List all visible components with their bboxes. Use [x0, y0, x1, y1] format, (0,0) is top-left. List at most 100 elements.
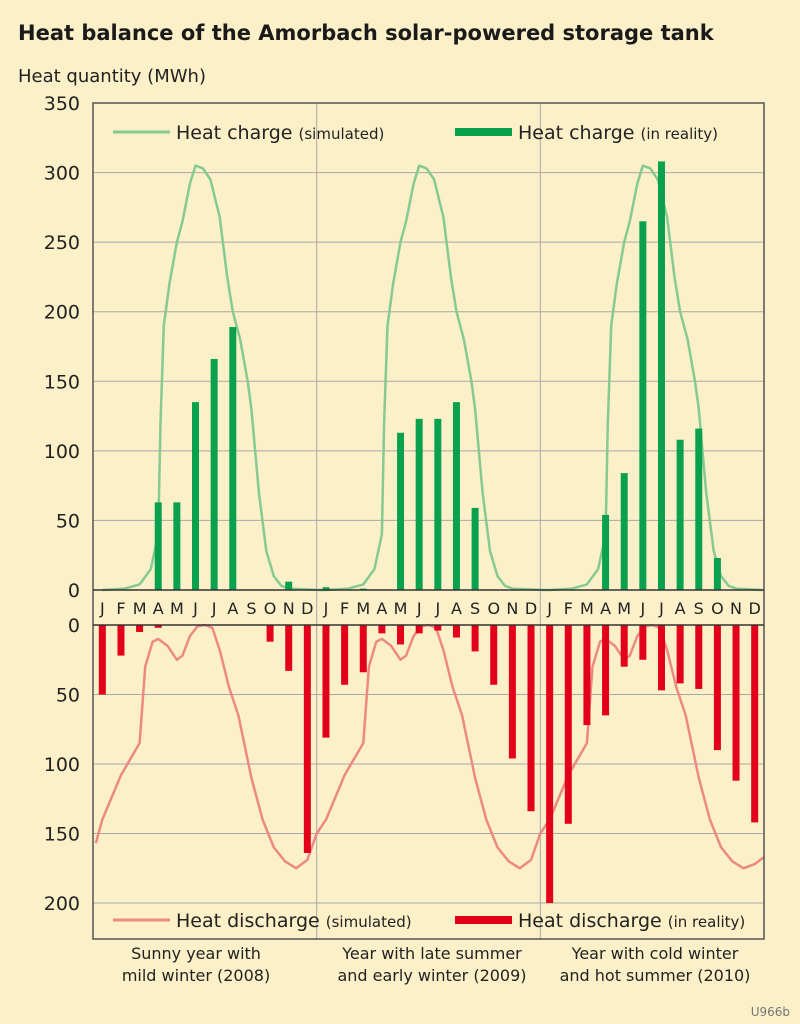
- charge-bar-7: [229, 327, 237, 590]
- charge-tick-0: 0: [68, 580, 80, 602]
- charge-bars: [154, 161, 721, 590]
- month-label-28: M: [617, 599, 631, 618]
- month-label-31: A: [675, 599, 686, 618]
- chart-title: Heat balance of the Amorbach solar-power…: [18, 21, 715, 45]
- discharge-bar-33: [713, 625, 721, 751]
- month-label-34: N: [730, 599, 742, 618]
- month-label-25: F: [564, 599, 573, 618]
- charge-bar-4: [173, 502, 181, 590]
- discharge-bar-23: [527, 625, 535, 812]
- discharge-bar-12: [322, 625, 330, 738]
- charge-bar-5: [192, 402, 200, 590]
- discharge-y-ticks: 0 50 100 150 200: [44, 615, 80, 915]
- month-label-33: O: [711, 599, 724, 618]
- charge-tick-1: 50: [56, 510, 80, 532]
- caption-2010-line2: and hot summer (2010): [560, 966, 751, 985]
- month-label-7: A: [227, 599, 238, 618]
- month-label-30: J: [658, 599, 664, 618]
- charge-bar-31: [676, 439, 684, 590]
- month-label-32: S: [694, 599, 704, 618]
- charge-bar-28: [620, 473, 628, 590]
- charge-bar-3: [154, 502, 162, 590]
- legend-discharge-simulated-label: Heat discharge (simulated): [176, 910, 412, 932]
- month-label-17: J: [416, 599, 422, 618]
- discharge-bar-21: [490, 625, 498, 685]
- charge-bar-12: [322, 587, 330, 590]
- month-label-1: F: [116, 599, 125, 618]
- caption-2010-line1: Year with cold winter: [571, 944, 739, 963]
- month-label-23: D: [525, 599, 537, 618]
- discharge-bar-14: [359, 625, 367, 673]
- charge-tick-5: 250: [44, 232, 80, 254]
- discharge-bars: [98, 625, 759, 903]
- charge-bar-30: [657, 161, 665, 590]
- discharge-bar-35: [751, 625, 759, 823]
- discharge-tick-0: 0: [68, 615, 80, 637]
- discharge-bar-29: [639, 625, 647, 660]
- caption-2008-line1: Sunny year with: [131, 944, 261, 963]
- month-label-14: M: [356, 599, 370, 618]
- discharge-bar-26: [583, 625, 591, 726]
- month-label-11: D: [301, 599, 313, 618]
- charge-bar-18: [434, 418, 442, 590]
- month-label-15: A: [376, 599, 387, 618]
- legend-charge-reality-swatch: [455, 128, 512, 136]
- legend-charge-reality-label: Heat charge (in reality): [518, 122, 718, 144]
- month-label-6: J: [211, 599, 217, 618]
- month-label-0: J: [99, 599, 105, 618]
- discharge-bar-28: [620, 625, 628, 667]
- month-label-16: M: [394, 599, 408, 618]
- charge-tick-3: 150: [44, 371, 80, 393]
- charge-bar-17: [415, 418, 423, 590]
- month-label-27: A: [600, 599, 611, 618]
- month-label-26: M: [580, 599, 594, 618]
- discharge-bar-16: [397, 625, 405, 645]
- discharge-bar-19: [452, 625, 460, 638]
- charge-simulated-line: [102, 164, 763, 592]
- charge-tick-2: 100: [44, 441, 80, 463]
- discharge-bar-32: [695, 625, 703, 689]
- month-label-2: M: [133, 599, 147, 618]
- discharge-bar-18: [434, 625, 442, 631]
- discharge-bar-24: [546, 625, 554, 903]
- discharge-bar-13: [341, 625, 349, 685]
- month-label-4: M: [170, 599, 184, 618]
- caption-2008-line2: mild winter (2008): [122, 966, 270, 985]
- discharge-bar-25: [564, 625, 572, 824]
- discharge-bar-1: [117, 625, 125, 656]
- discharge-tick-1: 50: [56, 685, 80, 707]
- discharge-bar-30: [657, 625, 665, 691]
- caption-2009-line2: and early winter (2009): [337, 966, 526, 985]
- month-label-12: J: [323, 599, 329, 618]
- discharge-bar-10: [285, 625, 293, 671]
- charge-y-ticks: 0 50 100 150 200 250 300 350: [44, 93, 80, 602]
- month-label-18: J: [434, 599, 440, 618]
- discharge-bar-31: [676, 625, 684, 684]
- discharge-tick-2: 100: [44, 754, 80, 776]
- discharge-bar-2: [136, 625, 144, 632]
- plot-frame: [92, 102, 765, 940]
- figure-code: U966b: [751, 1005, 790, 1019]
- month-label-9: O: [264, 599, 277, 618]
- charge-legend: Heat charge (simulated) Heat charge (in …: [113, 122, 718, 144]
- y-axis-label: Heat quantity (MWh): [18, 66, 206, 87]
- caption-2009-line1: Year with late summer: [341, 944, 522, 963]
- legend-discharge-reality-label: Heat discharge (in reality): [518, 910, 745, 932]
- discharge-bar-22: [508, 625, 516, 759]
- discharge-bar-11: [303, 625, 311, 853]
- month-label-19: A: [451, 599, 462, 618]
- charge-simulated-curve-group: [102, 164, 763, 592]
- month-label-3: A: [153, 599, 164, 618]
- legend-discharge-reality-swatch: [455, 916, 512, 924]
- discharge-bar-20: [471, 625, 479, 652]
- charge-bar-20: [471, 507, 479, 590]
- charge-tick-4: 200: [44, 302, 80, 324]
- charge-bar-19: [452, 402, 460, 590]
- discharge-bar-3: [154, 625, 162, 628]
- legend-charge-simulated-label: Heat charge (simulated): [176, 122, 384, 144]
- month-label-8: S: [246, 599, 256, 618]
- discharge-tick-4: 200: [44, 893, 80, 915]
- discharge-bar-15: [378, 625, 386, 634]
